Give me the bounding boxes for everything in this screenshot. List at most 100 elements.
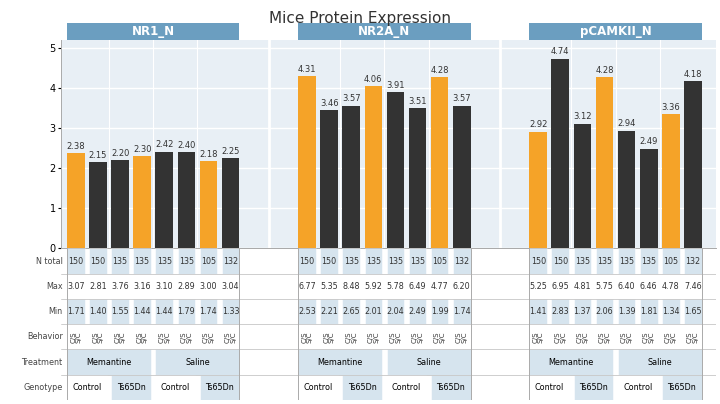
Bar	[364, 274, 382, 299]
Bar	[89, 248, 107, 274]
Bar	[112, 299, 129, 324]
Bar	[387, 299, 404, 324]
Bar	[684, 81, 702, 248]
Bar	[618, 324, 636, 349]
Text: 2.15: 2.15	[89, 151, 107, 160]
Text: 1.81: 1.81	[640, 307, 657, 316]
Text: 6.95: 6.95	[552, 282, 570, 291]
Bar	[343, 375, 382, 400]
Text: C/S
S/C: C/S S/C	[665, 331, 677, 343]
Text: 2.65: 2.65	[343, 307, 360, 316]
Text: C/S
S/C: C/S S/C	[456, 331, 467, 343]
Bar	[89, 324, 107, 349]
Bar	[662, 324, 680, 349]
Bar	[387, 324, 404, 349]
Bar	[112, 274, 129, 299]
Text: NR1_N: NR1_N	[132, 25, 175, 38]
Text: 1.71: 1.71	[67, 307, 85, 316]
Text: 5.25: 5.25	[529, 282, 547, 291]
Text: Memantine: Memantine	[86, 358, 132, 366]
Bar	[529, 349, 613, 375]
Text: C/S
S/C: C/S S/C	[599, 331, 611, 343]
Text: Saline: Saline	[416, 358, 441, 366]
Bar	[156, 375, 195, 400]
Text: 135: 135	[575, 257, 590, 265]
Bar	[662, 274, 680, 299]
Bar	[662, 248, 680, 274]
Text: Mice Protein Expression: Mice Protein Expression	[269, 11, 451, 26]
Bar	[156, 248, 173, 274]
Text: C/S
S/C: C/S S/C	[114, 331, 126, 343]
Text: Max: Max	[46, 282, 63, 291]
Text: 135: 135	[112, 257, 127, 265]
Text: 6.77: 6.77	[298, 282, 316, 291]
Text: 2.06: 2.06	[595, 307, 613, 316]
Text: 8.48: 8.48	[343, 282, 360, 291]
Bar	[662, 375, 702, 400]
Bar	[387, 92, 404, 248]
Bar	[156, 324, 173, 349]
Text: 105: 105	[663, 257, 678, 265]
Text: 4.28: 4.28	[431, 66, 449, 75]
Text: C/S
S/C: C/S S/C	[412, 331, 423, 343]
Bar	[595, 274, 613, 299]
Bar	[67, 248, 85, 274]
Bar	[298, 248, 316, 274]
Text: 2.94: 2.94	[617, 120, 636, 128]
Bar	[199, 248, 217, 274]
Bar	[320, 248, 338, 274]
Bar	[640, 248, 657, 274]
Bar	[409, 274, 426, 299]
Text: 5.75: 5.75	[595, 282, 613, 291]
Text: 3.51: 3.51	[408, 97, 427, 105]
Text: Memantine: Memantine	[318, 358, 363, 366]
Text: Treatment: Treatment	[22, 358, 63, 366]
Text: 2.38: 2.38	[67, 142, 85, 151]
Text: Ts65Dn: Ts65Dn	[579, 383, 608, 392]
Text: 2.21: 2.21	[320, 307, 338, 316]
Bar	[387, 274, 404, 299]
Text: 1.39: 1.39	[618, 307, 635, 316]
Text: 3.57: 3.57	[342, 94, 361, 103]
Bar	[529, 299, 547, 324]
Bar	[298, 324, 316, 349]
Text: C/S
S/C: C/S S/C	[181, 331, 192, 343]
Text: 135: 135	[366, 257, 381, 265]
Text: 5.78: 5.78	[387, 282, 405, 291]
Bar	[178, 274, 195, 299]
Text: 1.40: 1.40	[89, 307, 107, 316]
Bar	[89, 299, 107, 324]
Bar	[574, 124, 591, 248]
Text: 5.35: 5.35	[320, 282, 338, 291]
Bar	[595, 299, 613, 324]
Bar	[222, 158, 239, 248]
Text: 132: 132	[223, 257, 238, 265]
Text: Control: Control	[623, 383, 652, 392]
Text: Behavior: Behavior	[27, 332, 63, 341]
Bar	[364, 86, 382, 248]
Bar	[343, 105, 360, 248]
Text: 4.06: 4.06	[364, 75, 382, 84]
Text: 6.46: 6.46	[640, 282, 657, 291]
Text: 2.92: 2.92	[529, 120, 547, 129]
Text: Control: Control	[72, 383, 102, 392]
Text: Control: Control	[304, 383, 333, 392]
Bar	[574, 299, 591, 324]
Bar	[618, 299, 636, 324]
Bar	[178, 152, 195, 248]
Bar	[133, 156, 151, 248]
Text: C/S
S/C: C/S S/C	[687, 331, 698, 343]
Bar	[67, 324, 85, 349]
Bar	[431, 274, 449, 299]
Bar	[112, 375, 151, 400]
Text: C/S
S/C: C/S S/C	[577, 331, 588, 343]
Text: 135: 135	[388, 257, 403, 265]
Bar	[133, 274, 151, 299]
Text: C/S
S/C: C/S S/C	[323, 331, 335, 343]
Text: C/S
S/C: C/S S/C	[434, 331, 446, 343]
Bar	[453, 299, 470, 324]
Text: 135: 135	[597, 257, 612, 265]
Text: 3.00: 3.00	[199, 282, 217, 291]
Bar	[618, 349, 702, 375]
Bar	[595, 324, 613, 349]
